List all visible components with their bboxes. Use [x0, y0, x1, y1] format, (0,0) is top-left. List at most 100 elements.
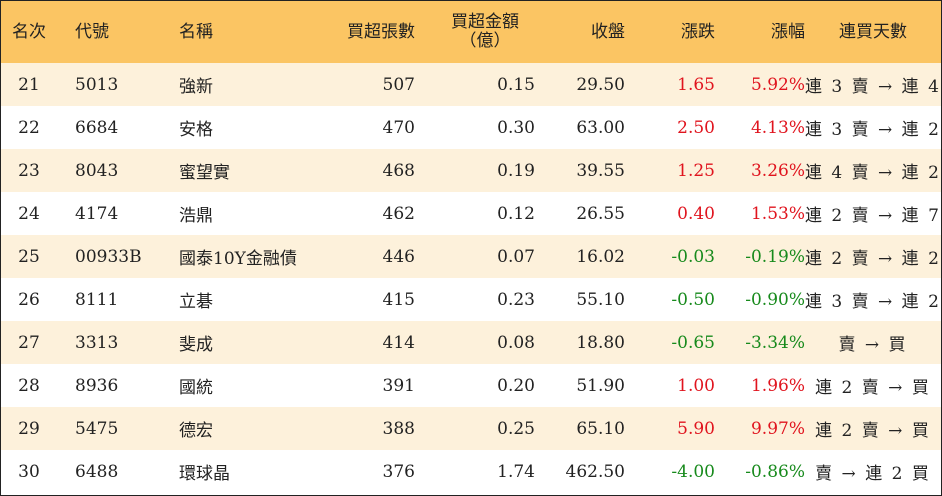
- header-code: 代號: [75, 21, 109, 42]
- cell-amount: 0.30: [497, 117, 535, 138]
- cell-change: 5.90: [677, 418, 715, 439]
- cell-volume: 468: [382, 160, 415, 181]
- cell-change-pct: 1.53%: [750, 203, 805, 224]
- cell-close: 462.50: [565, 461, 625, 482]
- cell-name: 蜜望實: [179, 163, 230, 183]
- cell-consecutive-days: 連 3 賣 → 連 2 買: [805, 292, 941, 312]
- cell-volume: 414: [382, 332, 415, 353]
- cell-name: 德宏: [179, 421, 213, 441]
- cell-amount: 0.25: [497, 418, 535, 439]
- cell-change: -0.03: [671, 246, 715, 267]
- cell-volume: 462: [382, 203, 415, 224]
- cell-volume: 391: [382, 375, 415, 396]
- cell-consecutive-days: 賣 → 買: [838, 335, 908, 355]
- header-consecutive-days: 連買天數: [839, 21, 907, 42]
- cell-consecutive-days: 連 2 賣 → 連 7 買: [805, 206, 941, 226]
- cell-name: 安格: [179, 120, 213, 140]
- cell-rank: 21: [18, 74, 40, 95]
- cell-consecutive-days: 連 4 賣 → 連 2 買: [805, 163, 941, 183]
- cell-change-pct: 4.13%: [750, 117, 805, 138]
- cell-rank: 25: [18, 246, 40, 267]
- cell-amount: 0.07: [497, 246, 535, 267]
- cell-change-pct: -0.86%: [745, 461, 805, 482]
- header-net-buy-amount: 買超金額 （億）: [415, 1, 535, 63]
- cell-volume: 415: [382, 289, 415, 310]
- cell-close: 16.02: [576, 246, 625, 267]
- cell-change-pct: 3.26%: [750, 160, 805, 181]
- cell-change: -0.65: [671, 332, 715, 353]
- cell-code: 6684: [75, 117, 119, 138]
- cell-close: 29.50: [576, 74, 625, 95]
- cell-consecutive-days: 連 3 賣 → 連 4 買: [805, 77, 941, 97]
- cell-change: -4.00: [671, 461, 715, 482]
- table-body: 21 5013 強新 507 0.15 29.50 1.65 5.92% 連 3…: [1, 63, 941, 493]
- cell-name: 斐成: [179, 335, 213, 355]
- cell-code: 6488: [75, 461, 119, 482]
- cell-amount: 0.23: [497, 289, 535, 310]
- cell-change: 1.65: [677, 74, 715, 95]
- cell-code: 3313: [75, 332, 119, 353]
- cell-change: 0.40: [677, 203, 715, 224]
- header-change: 漲跌: [681, 21, 715, 42]
- cell-close: 63.00: [576, 117, 625, 138]
- cell-change: 2.50: [677, 117, 715, 138]
- table-row: 23 8043 蜜望實 468 0.19 39.55 1.25 3.26% 連 …: [1, 149, 941, 192]
- table-row: 22 6684 安格 470 0.30 63.00 2.50 4.13% 連 3…: [1, 106, 941, 149]
- cell-amount: 0.08: [497, 332, 535, 353]
- cell-consecutive-days: 連 3 賣 → 連 2 買: [805, 120, 941, 140]
- cell-volume: 388: [382, 418, 415, 439]
- table-row: 26 8111 立碁 415 0.23 55.10 -0.50 -0.90% 連…: [1, 278, 941, 321]
- cell-code: 5013: [75, 74, 119, 95]
- cell-amount: 0.12: [497, 203, 535, 224]
- cell-volume: 507: [382, 74, 415, 95]
- cell-code: 8111: [75, 289, 119, 310]
- cell-code: 4174: [75, 203, 119, 224]
- cell-consecutive-days: 賣 → 連 2 買: [815, 464, 931, 484]
- header-rank: 名次: [12, 21, 46, 42]
- table-row: 25 00933B 國泰10Y金融債 446 0.07 16.02 -0.03 …: [1, 235, 941, 278]
- cell-volume: 446: [382, 246, 415, 267]
- cell-consecutive-days: 連 2 賣 → 買: [815, 378, 931, 398]
- cell-change-pct: 9.97%: [750, 418, 805, 439]
- cell-name: 立碁: [179, 292, 213, 312]
- cell-change-pct: 5.92%: [750, 74, 805, 95]
- header-net-buy-amount-line2: （億）: [459, 31, 511, 51]
- cell-code: 00933B: [75, 246, 142, 267]
- cell-name: 環球晶: [179, 464, 230, 484]
- header-net-buy-volume: 買超張數: [347, 21, 415, 42]
- cell-name: 國泰10Y金融債: [179, 249, 297, 269]
- cell-rank: 28: [18, 375, 40, 396]
- header-name: 名稱: [179, 21, 213, 42]
- cell-rank: 30: [18, 461, 40, 482]
- table-row: 21 5013 強新 507 0.15 29.50 1.65 5.92% 連 3…: [1, 63, 941, 106]
- cell-amount: 1.74: [497, 461, 535, 482]
- cell-rank: 22: [18, 117, 40, 138]
- header-net-buy-amount-line1: 買超金額: [451, 12, 519, 32]
- cell-close: 65.10: [576, 418, 625, 439]
- cell-change-pct: -3.34%: [745, 332, 805, 353]
- cell-name: 強新: [179, 77, 213, 97]
- cell-amount: 0.20: [497, 375, 535, 396]
- table-row: 28 8936 國統 391 0.20 51.90 1.00 1.96% 連 2…: [1, 364, 941, 407]
- cell-change-pct: 1.96%: [750, 375, 805, 396]
- cell-rank: 23: [18, 160, 40, 181]
- cell-rank: 24: [18, 203, 40, 224]
- cell-volume: 470: [382, 117, 415, 138]
- cell-code: 5475: [75, 418, 119, 439]
- cell-change: 1.00: [677, 375, 715, 396]
- header-change-pct: 漲幅: [771, 21, 805, 42]
- cell-rank: 27: [18, 332, 40, 353]
- cell-code: 8043: [75, 160, 119, 181]
- cell-consecutive-days: 連 2 賣 → 買: [815, 421, 931, 441]
- cell-code: 8936: [75, 375, 119, 396]
- cell-consecutive-days: 連 2 賣 → 連 2 買: [805, 249, 941, 269]
- cell-volume: 376: [382, 461, 415, 482]
- cell-rank: 26: [18, 289, 40, 310]
- cell-change-pct: -0.19%: [745, 246, 805, 267]
- cell-change-pct: -0.90%: [745, 289, 805, 310]
- cell-change: 1.25: [677, 160, 715, 181]
- cell-name: 國統: [179, 378, 213, 398]
- cell-amount: 0.15: [497, 74, 535, 95]
- table-row: 30 6488 環球晶 376 1.74 462.50 -4.00 -0.86%…: [1, 450, 941, 493]
